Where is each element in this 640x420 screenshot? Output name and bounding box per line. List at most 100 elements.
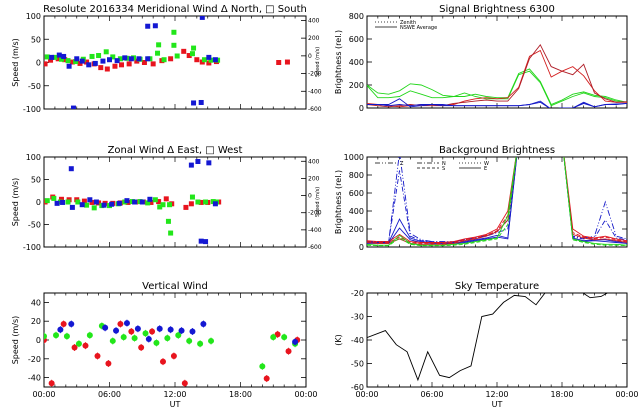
- data-point: [126, 61, 132, 67]
- data-point: [87, 197, 93, 203]
- data-point: [98, 65, 104, 71]
- y-tick-label: 20: [31, 317, 41, 326]
- data-point: [189, 51, 195, 57]
- data-point: [110, 54, 116, 60]
- data-point: [206, 160, 212, 166]
- right-y-tick-label: 0: [308, 193, 312, 200]
- data-point: [58, 196, 64, 202]
- series-line-green-2: [367, 157, 627, 247]
- chart-title: Sky Temperature: [455, 281, 539, 292]
- data-point: [142, 330, 149, 337]
- y-tick-label: -100: [23, 243, 41, 252]
- data-point: [68, 321, 75, 328]
- data-point: [292, 338, 299, 345]
- data-point: [102, 324, 109, 331]
- data-point: [157, 204, 163, 210]
- series-line-temperature: [367, 293, 609, 382]
- data-point: [109, 337, 116, 344]
- data-point: [174, 53, 180, 59]
- legend: Z NS WE: [375, 161, 489, 172]
- data-point: [175, 332, 182, 339]
- right-y-tick-label: -200: [308, 71, 322, 78]
- data-point: [57, 326, 64, 333]
- data-point: [84, 59, 90, 65]
- data-point: [117, 56, 123, 62]
- data-point: [155, 50, 161, 56]
- plot-area: [367, 157, 627, 247]
- y-tick-label: 800: [349, 171, 364, 180]
- data-point: [152, 197, 158, 203]
- plot-area: [367, 293, 609, 382]
- data-point: [276, 60, 282, 65]
- data-point: [263, 375, 270, 382]
- y-tick-label: 200: [349, 81, 364, 90]
- y-tick-label: 0: [36, 336, 41, 345]
- data-point: [70, 105, 76, 109]
- data-point: [208, 57, 214, 63]
- right-y-tick-label: 200: [308, 175, 320, 182]
- series-line-red-2: [367, 157, 627, 244]
- data-point: [212, 57, 218, 63]
- data-point: [163, 196, 169, 202]
- y-tick-label: 0: [359, 104, 364, 113]
- y-tick-label: -40: [28, 374, 41, 383]
- y-axis-label: Speed (m/s): [11, 178, 20, 227]
- right-y-tick-label: -400: [308, 227, 322, 234]
- plot-frame: [366, 292, 628, 388]
- plot-frame: [366, 156, 628, 248]
- plot-area: [44, 16, 290, 109]
- data-point: [58, 56, 64, 62]
- data-point: [203, 199, 209, 205]
- data-point: [145, 23, 151, 29]
- y-tick-label: 50: [31, 176, 41, 185]
- y-tick-label: -20: [28, 355, 41, 364]
- data-point: [66, 63, 72, 69]
- chart-title: Zonal Wind Δ East, □ West: [108, 145, 243, 156]
- y-axis-label: (K): [334, 334, 343, 346]
- data-point: [69, 204, 75, 210]
- data-point: [161, 57, 167, 63]
- x-tick-label: 00:00: [615, 390, 638, 399]
- data-point: [107, 57, 112, 63]
- data-point: [189, 194, 195, 200]
- y-axis-label: Speed (m/s): [11, 316, 20, 365]
- data-point: [122, 55, 128, 61]
- data-point: [200, 321, 207, 328]
- y-axis-label: Speed (m/s): [11, 38, 20, 87]
- plot-area: [367, 43, 627, 108]
- right-y-tick-label: -600: [308, 244, 322, 251]
- data-point: [147, 196, 153, 202]
- x-tick-label: 00:00: [355, 390, 378, 399]
- data-point: [156, 199, 162, 205]
- data-point: [104, 66, 110, 72]
- data-point: [195, 159, 201, 164]
- data-point: [159, 358, 166, 365]
- data-point: [60, 321, 67, 328]
- data-point: [201, 57, 207, 63]
- data-point: [156, 325, 163, 332]
- secondary-axis-label: Speed (m/s): [315, 47, 321, 77]
- data-point: [274, 331, 281, 338]
- x-tick-label: 18:00: [229, 390, 252, 399]
- x-tick-label: 12:00: [485, 390, 508, 399]
- data-point: [89, 53, 95, 59]
- data-point: [128, 56, 134, 62]
- data-point: [86, 62, 92, 68]
- y-tick-label: -100: [23, 105, 41, 114]
- data-point: [195, 199, 201, 205]
- data-point: [208, 337, 215, 344]
- y-tick-label: 100: [26, 12, 41, 21]
- series-line-red-2: [367, 43, 627, 108]
- data-point: [145, 336, 152, 343]
- data-point: [150, 61, 156, 67]
- right-y-tick-label: -400: [308, 88, 322, 95]
- data-point: [124, 198, 130, 204]
- data-point: [92, 60, 98, 66]
- panel-meridional: Resolute 2016334 Meridional Wind Δ North…: [11, 4, 322, 114]
- chart-title: Signal Brightness 6300: [439, 4, 555, 15]
- data-point: [65, 58, 71, 64]
- series-line-green-1: [367, 157, 627, 246]
- data-point: [141, 60, 147, 65]
- data-point: [128, 328, 135, 335]
